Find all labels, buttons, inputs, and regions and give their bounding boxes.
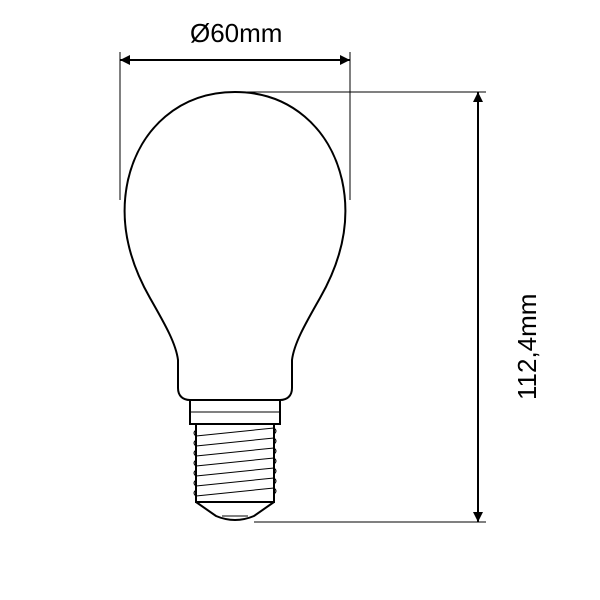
- height-dimension-label: 112,4mm: [512, 294, 543, 400]
- diagram-stage: Ø60mm 112,4mm: [0, 0, 600, 600]
- bulb-technical-drawing: [0, 0, 600, 600]
- width-dimension-label: Ø60mm: [190, 18, 282, 49]
